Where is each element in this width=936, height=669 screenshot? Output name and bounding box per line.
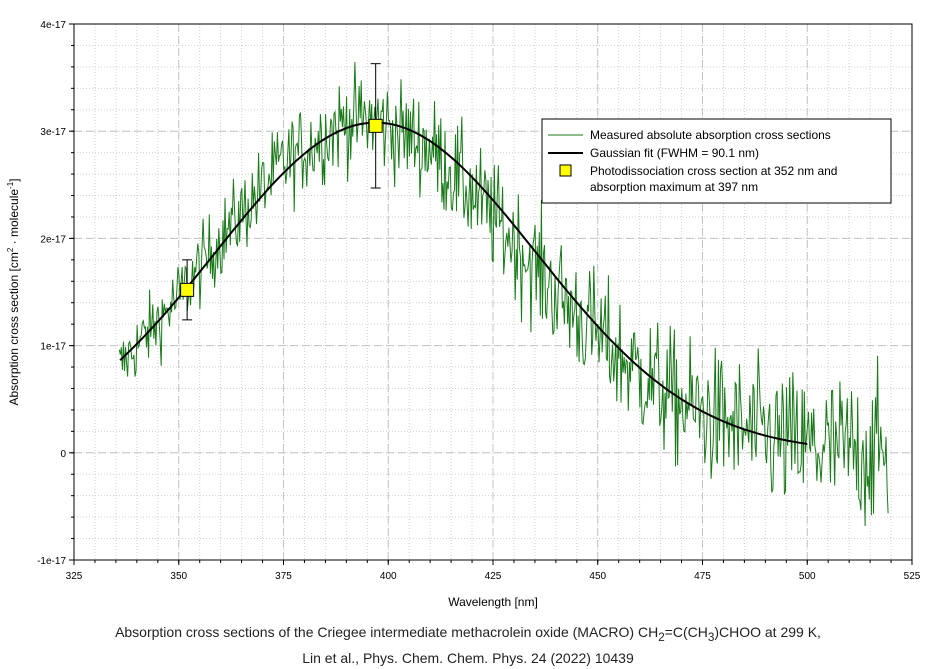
- legend-points-label-line2: absorption maximum at 397 nm: [590, 180, 758, 194]
- x-tick-label: 350: [170, 571, 187, 582]
- legend: Measured absolute absorption cross secti…: [541, 118, 892, 204]
- x-tick-label: 400: [380, 571, 397, 582]
- y-tick-label: 4e-17: [40, 20, 66, 31]
- y-axis-label: Absorption cross section [cm2 · molecule…: [6, 178, 21, 405]
- caption-line-1: Absorption cross sections of the Criegee…: [115, 624, 821, 644]
- legend-fit-label: Gaussian fit (FWHM = 90.1 nm): [590, 146, 759, 160]
- data-point-marker: [180, 282, 195, 297]
- x-tick-label: 500: [799, 571, 816, 582]
- caption-line-2: Lin et al., Phys. Chem. Chem. Phys. 24 (…: [302, 649, 634, 666]
- photodissociation-points: [180, 63, 383, 321]
- x-tick-label: 475: [694, 571, 711, 582]
- chart: 325 350 375 400 425 450 475 500 525 -1e-17 0 1e-17 2…: [6, 20, 921, 609]
- legend-points-label-line1: Photodissociation cross section at 352 n…: [590, 164, 837, 178]
- y-tick-label: -1e-17: [37, 556, 66, 567]
- tick-labels: 325 350 375 400 425 450 475 500 525 -1e-17 0 1e-17 2…: [37, 20, 921, 582]
- gaussian-fit-line: [119, 121, 808, 445]
- x-tick-label: 450: [589, 571, 606, 582]
- legend-points-swatch: [559, 164, 572, 177]
- y-tick-label: 1e-17: [40, 342, 66, 353]
- figure-caption: Absorption cross sections of the Criegee…: [0, 622, 936, 669]
- measured-series-line: [118, 61, 889, 527]
- x-tick-label: 325: [66, 571, 83, 582]
- legend-box: [541, 118, 892, 204]
- y-tick-label: 2e-17: [40, 234, 66, 245]
- y-tick-label: 0: [60, 449, 66, 460]
- x-tick-label: 425: [485, 571, 502, 582]
- x-tick-label: 375: [275, 571, 292, 582]
- x-axis-label: Wavelength [nm]: [448, 595, 538, 609]
- legend-measured-label: Measured absolute absorption cross secti…: [590, 128, 831, 142]
- axis-ticks: [69, 23, 913, 565]
- y-tick-label: 3e-17: [40, 127, 66, 138]
- x-tick-label: 525: [904, 571, 921, 582]
- data-point-marker: [368, 118, 383, 133]
- measured-series: [118, 61, 889, 527]
